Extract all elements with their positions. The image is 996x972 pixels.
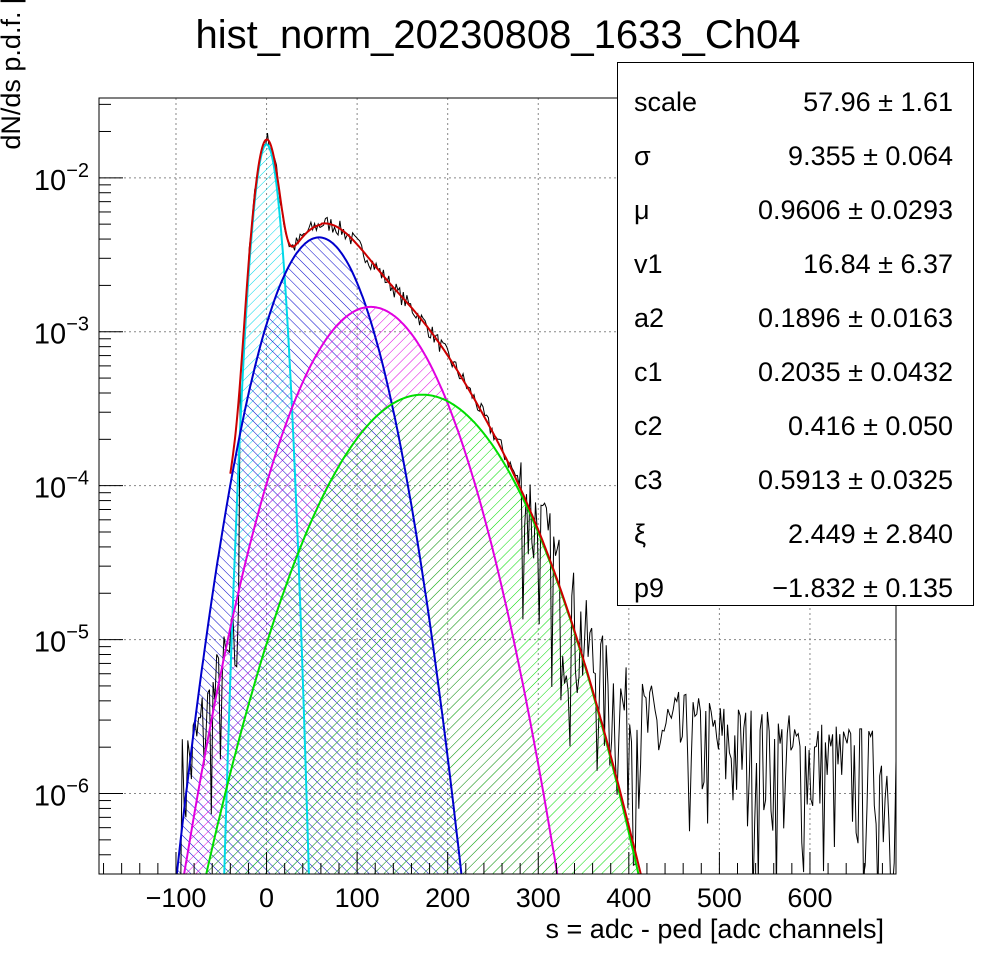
histogram-line xyxy=(180,133,896,874)
stat-value: −1.832 ± 0.135 xyxy=(772,573,953,603)
stat-row-mu: μ 0.9606 ± 0.0293 xyxy=(618,183,973,237)
stat-value: 0.416 ± 0.050 xyxy=(788,411,953,441)
x-tick-label: 600 xyxy=(787,883,832,913)
stat-name: σ xyxy=(634,141,651,171)
x-tick-label: 200 xyxy=(425,883,470,913)
stat-row-c3: c3 0.5913 ± 0.0325 xyxy=(618,453,973,507)
stat-row-sigma: σ 9.355 ± 0.064 xyxy=(618,129,973,183)
stat-name: a2 xyxy=(634,303,665,333)
stat-row-xi: ξ 2.449 ± 2.840 xyxy=(618,507,973,561)
stat-name: ξ xyxy=(634,519,647,549)
stat-row-c2: c2 0.416 ± 0.050 xyxy=(618,399,973,453)
stat-name: c3 xyxy=(634,465,663,495)
component-curve-pedestal xyxy=(223,143,310,874)
histogram-data xyxy=(180,133,896,874)
stat-name: c1 xyxy=(634,357,663,387)
y-tick-label: 10−5 xyxy=(34,622,89,659)
stat-row-v1: v1 16.84 ± 6.37 xyxy=(618,237,973,291)
stat-name: scale xyxy=(634,87,698,117)
x-tick-label: 500 xyxy=(697,883,742,913)
x-tick-label: 0 xyxy=(259,883,274,913)
stat-name: p9 xyxy=(634,573,665,603)
y-axis: 10−6 10−5 10−4 10−3 10−2 xyxy=(34,103,123,875)
stat-row-scale: scale 57.96 ± 1.61 xyxy=(618,75,973,129)
stat-row-c1: c1 0.2035 ± 0.0432 xyxy=(618,345,973,399)
stat-row-p9: p9 −1.832 ± 0.135 xyxy=(618,561,973,615)
fit-statistics-box: scale 57.96 ± 1.61 σ 9.355 ± 0.064 μ 0.9… xyxy=(617,62,974,606)
total-fit-curve xyxy=(229,138,642,874)
fit-curves xyxy=(175,138,642,874)
component-fills xyxy=(172,144,648,874)
y-tick-label: 10−3 xyxy=(34,314,89,351)
stat-value: 0.9606 ± 0.0293 xyxy=(758,195,953,225)
stat-value: 0.5913 ± 0.0325 xyxy=(758,465,953,495)
stat-name: v1 xyxy=(634,249,663,279)
stat-value: 9.355 ± 0.064 xyxy=(788,141,953,171)
x-axis-label: s = adc - ped [adc channels] xyxy=(546,914,884,944)
y-axis-label: dN/ds p.d.f. [a.u.] xyxy=(0,0,26,150)
component-fill-pe3 xyxy=(196,394,648,874)
stat-value: 0.2035 ± 0.0432 xyxy=(758,357,953,387)
stat-value: 2.449 ± 2.840 xyxy=(788,519,953,549)
stat-row-a2: a2 0.1896 ± 0.0163 xyxy=(618,291,973,345)
chart-title: hist_norm_20230808_1633_Ch04 xyxy=(196,13,801,57)
x-tick-label: 300 xyxy=(516,883,561,913)
y-tick-label: 10−6 xyxy=(34,776,89,813)
y-tick-label: 10−2 xyxy=(34,160,89,197)
x-tick-label: 100 xyxy=(335,883,380,913)
component-curve-pe1 xyxy=(175,236,463,874)
stat-value: 57.96 ± 1.61 xyxy=(803,87,953,117)
stat-value: 16.84 ± 6.37 xyxy=(803,249,953,279)
stat-value: 0.1896 ± 0.0163 xyxy=(758,303,953,333)
component-curve-pe2 xyxy=(183,305,559,874)
stat-name: μ xyxy=(634,195,650,225)
y-tick-label: 10−4 xyxy=(34,468,89,505)
stat-name: c2 xyxy=(634,411,663,441)
x-tick-label: 400 xyxy=(606,883,651,913)
x-tick-label: −100 xyxy=(146,883,207,913)
x-axis: −100 0 100 200 300 400 500 600 xyxy=(103,852,883,913)
